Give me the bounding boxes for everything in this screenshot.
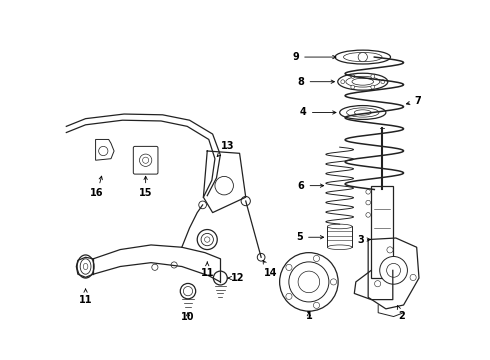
Circle shape <box>371 85 375 89</box>
Circle shape <box>387 264 400 277</box>
Circle shape <box>152 264 158 270</box>
Circle shape <box>183 287 193 296</box>
Ellipse shape <box>197 230 217 249</box>
Text: 10: 10 <box>181 311 195 321</box>
Ellipse shape <box>343 53 382 62</box>
Circle shape <box>314 255 319 262</box>
Circle shape <box>351 75 355 78</box>
Ellipse shape <box>327 245 352 249</box>
Circle shape <box>289 262 329 302</box>
Ellipse shape <box>335 50 391 64</box>
Text: 11: 11 <box>79 289 92 305</box>
Circle shape <box>180 283 196 299</box>
Text: 2: 2 <box>397 305 405 321</box>
Circle shape <box>199 201 206 209</box>
Text: 7: 7 <box>406 96 421 106</box>
Ellipse shape <box>346 108 379 117</box>
Circle shape <box>371 75 375 78</box>
Ellipse shape <box>346 76 380 87</box>
Circle shape <box>298 271 319 293</box>
Text: 3: 3 <box>358 235 370 244</box>
Text: 4: 4 <box>300 108 336 117</box>
Text: 5: 5 <box>296 232 324 242</box>
Circle shape <box>171 262 177 268</box>
Circle shape <box>286 293 292 300</box>
Circle shape <box>213 271 227 285</box>
Text: 8: 8 <box>298 77 335 87</box>
Circle shape <box>374 281 381 287</box>
Polygon shape <box>96 139 114 160</box>
Text: 14: 14 <box>263 260 277 278</box>
Circle shape <box>330 279 337 285</box>
Ellipse shape <box>352 78 373 85</box>
Bar <box>327 226 352 247</box>
Circle shape <box>366 213 370 217</box>
Circle shape <box>286 264 292 270</box>
Circle shape <box>366 189 370 194</box>
Text: 9: 9 <box>293 52 336 62</box>
Circle shape <box>143 157 149 163</box>
Text: 13: 13 <box>217 141 235 157</box>
Circle shape <box>98 147 108 156</box>
Circle shape <box>387 247 393 253</box>
Text: 1: 1 <box>305 311 312 321</box>
Circle shape <box>358 53 368 62</box>
Text: 16: 16 <box>90 176 104 198</box>
Circle shape <box>257 253 265 261</box>
Circle shape <box>215 176 233 195</box>
Ellipse shape <box>83 264 88 270</box>
Circle shape <box>381 80 385 84</box>
Ellipse shape <box>354 110 371 115</box>
Text: 12: 12 <box>228 273 245 283</box>
Ellipse shape <box>80 259 91 274</box>
Ellipse shape <box>340 105 386 120</box>
Text: 15: 15 <box>139 176 152 198</box>
Circle shape <box>380 256 408 284</box>
FancyBboxPatch shape <box>133 147 158 174</box>
Ellipse shape <box>338 73 388 90</box>
Text: 11: 11 <box>200 262 214 278</box>
Circle shape <box>140 154 152 166</box>
Circle shape <box>341 80 344 84</box>
Circle shape <box>314 302 319 309</box>
Text: 6: 6 <box>298 181 324 191</box>
Circle shape <box>241 197 250 206</box>
Circle shape <box>280 253 338 311</box>
Ellipse shape <box>327 224 352 229</box>
Ellipse shape <box>201 233 213 246</box>
Circle shape <box>351 85 355 89</box>
Circle shape <box>410 274 416 280</box>
Ellipse shape <box>77 255 94 278</box>
Circle shape <box>366 200 370 205</box>
Bar <box>371 186 393 278</box>
Ellipse shape <box>204 237 210 242</box>
